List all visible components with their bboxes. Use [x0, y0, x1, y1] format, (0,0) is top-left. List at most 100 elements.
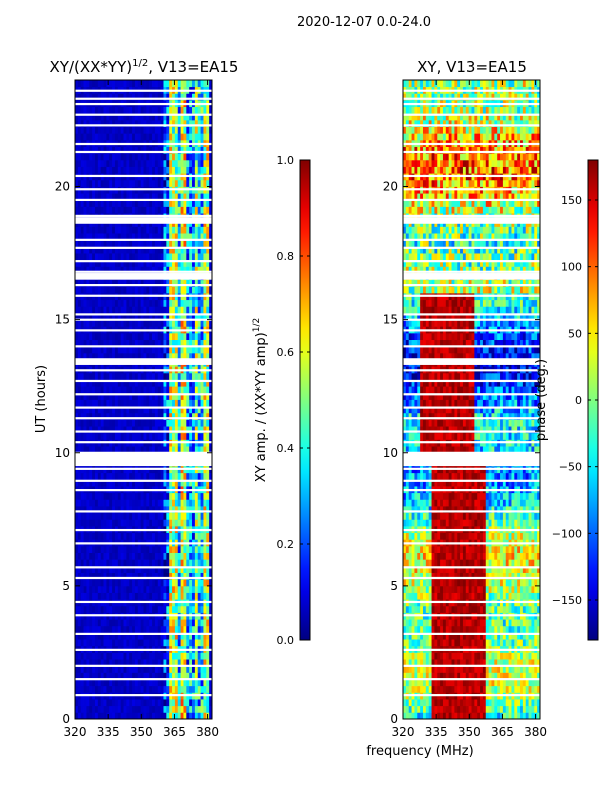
amplitude-cell [146, 412, 150, 420]
amplitude-cell [132, 699, 136, 707]
amplitude-cell [137, 399, 142, 407]
phase-cell [403, 705, 407, 713]
gap-band [75, 358, 212, 365]
amplitude-cell [169, 80, 173, 88]
amplitude-gap [75, 214, 212, 217]
amplitude-cell [103, 119, 107, 127]
amplitude-cell [169, 226, 173, 234]
amplitude-cell [174, 133, 179, 141]
amplitude-cell [112, 266, 116, 274]
amplitude-cell [140, 279, 144, 287]
amplitude-cell [126, 632, 130, 640]
amplitude-cell [75, 306, 79, 314]
phase-cell [497, 699, 501, 707]
amplitude-cell [120, 286, 124, 294]
amplitude-cell [206, 446, 210, 454]
amplitude-cell [109, 93, 113, 101]
amplitude-cell [154, 679, 159, 687]
amplitude-cell [134, 639, 139, 647]
amplitude-cell [152, 639, 156, 647]
amplitude-cell [117, 386, 122, 394]
amplitude-cell [192, 372, 196, 380]
amplitude-cell [134, 392, 139, 400]
amplitude-cell [103, 259, 107, 267]
amplitude-cell [149, 432, 153, 440]
amplitude-cell [152, 372, 156, 380]
amplitude-cell [92, 266, 96, 274]
amplitude-cell [194, 446, 199, 454]
amplitude-cell [152, 113, 156, 121]
amplitude-cell [180, 299, 184, 307]
amplitude-cell [120, 665, 124, 673]
amplitude-cell [114, 499, 119, 507]
amplitude-cell [160, 93, 164, 101]
amplitude-cell [177, 93, 181, 101]
amplitude-cell [157, 519, 162, 527]
amplitude-cell [83, 519, 87, 527]
amplitude-cell [137, 166, 142, 174]
amplitude-cell [146, 319, 150, 327]
amplitude-cell [203, 479, 207, 487]
amplitude-cell [154, 372, 159, 380]
amplitude-cell [183, 532, 187, 540]
amplitude-cell [100, 159, 104, 167]
amplitude-cell [109, 233, 113, 241]
amplitude-cell [114, 426, 119, 434]
amplitude-cell [192, 166, 196, 174]
amplitude-cell [97, 379, 102, 387]
amplitude-cell [75, 512, 79, 520]
amplitude-cell [83, 532, 87, 540]
amplitude-cell [117, 299, 122, 307]
amplitude-cell [140, 133, 144, 141]
amplitude-cell [146, 386, 150, 394]
amplitude-cell [183, 386, 187, 394]
amplitude-cell [160, 113, 164, 121]
amplitude-cell [120, 133, 124, 141]
phase-cell [500, 712, 504, 720]
amplitude-cell [80, 412, 84, 420]
amplitude-cell [169, 432, 173, 440]
amplitude-cell [114, 312, 119, 321]
amplitude-cell [94, 585, 99, 593]
amplitude-cell [160, 665, 164, 673]
amplitude-cell [174, 126, 179, 134]
amplitude-cell [192, 506, 196, 514]
amplitude-cell [114, 126, 119, 134]
amplitude-cell [152, 572, 156, 580]
amplitude-cell [177, 233, 181, 241]
amplitude-cell [97, 279, 102, 287]
amplitude-cell [114, 492, 119, 500]
amplitude-cell [146, 685, 150, 693]
amplitude-cell [94, 319, 99, 327]
amplitude-cell [97, 133, 102, 141]
amplitude-cell [192, 446, 196, 454]
amplitude-cell [134, 512, 139, 520]
amplitude-cell [166, 552, 170, 560]
phase-cell [454, 705, 458, 713]
amplitude-cell [194, 552, 199, 560]
amplitude-cell [154, 572, 159, 580]
amplitude-cell [152, 499, 156, 507]
amplitude-cell [94, 639, 99, 647]
amplitude-cell [192, 412, 196, 420]
amplitude-cell [89, 106, 93, 114]
amplitude-cell [117, 652, 122, 660]
amplitude-cell [163, 565, 167, 573]
amplitude-cell [89, 306, 93, 314]
amplitude-cell [200, 672, 204, 680]
amplitude-cell [97, 559, 102, 567]
amplitude-cell [143, 379, 147, 387]
amplitude-cell [75, 206, 79, 214]
amplitude-cell [180, 592, 184, 600]
amplitude-cell [160, 126, 164, 134]
amplitude-cell [114, 639, 119, 647]
amplitude-cell [126, 685, 130, 693]
amplitude-cell [146, 512, 150, 520]
amplitude-cell [126, 153, 130, 161]
amplitude-cell [177, 672, 181, 680]
amplitude-cell [75, 659, 79, 667]
amplitude-cell [103, 246, 107, 254]
phase-cell [477, 679, 481, 687]
amplitude-cell [112, 246, 116, 254]
amplitude-cell [97, 519, 102, 527]
